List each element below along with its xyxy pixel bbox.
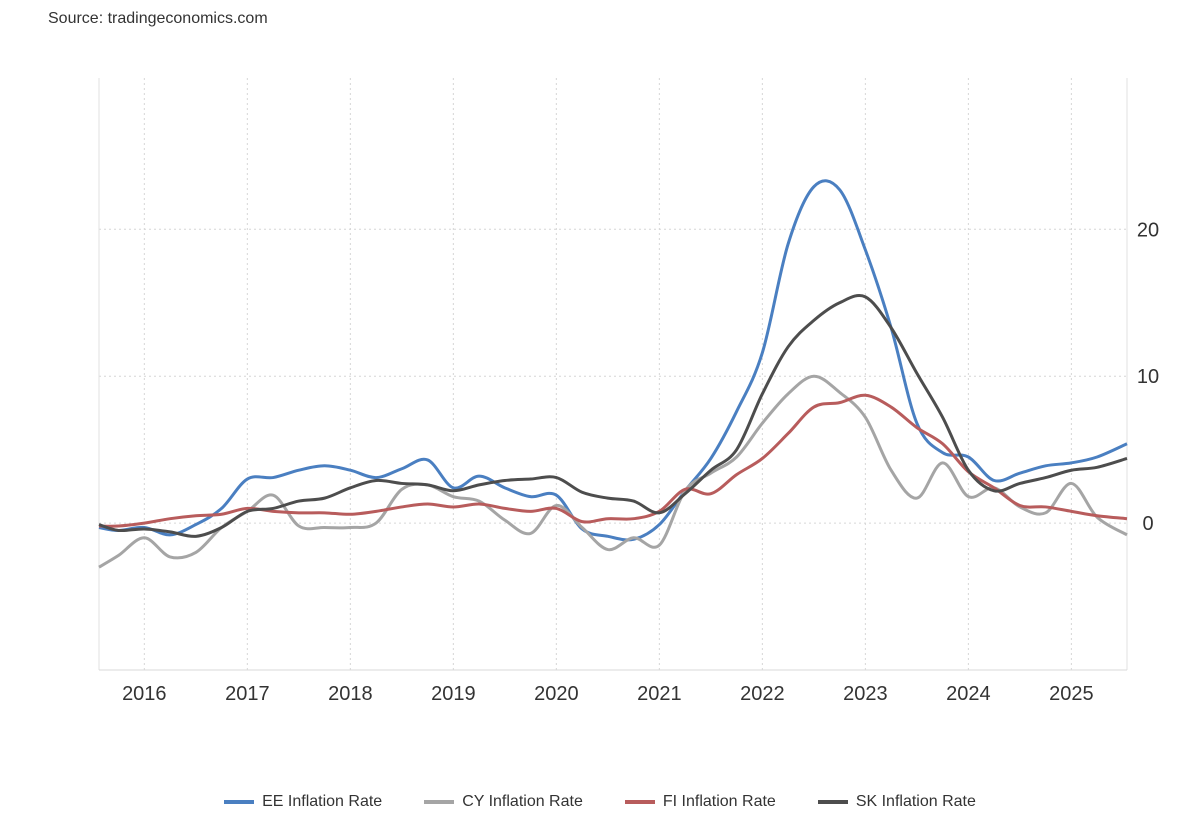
- line-chart: 2016 2017 2018 2019 2020 2021 2022 2023 2024 2025…: [98, 78, 1159, 705]
- legend-swatch: [817, 800, 848, 804]
- legend-swatch: [624, 800, 655, 804]
- series-line-ee: [98, 179, 1128, 542]
- axes: [98, 78, 1128, 671]
- legend-item-ee[interactable]: EE Inflation Rate: [224, 793, 382, 811]
- x-tick-label: 2024: [946, 683, 991, 705]
- series-lines: [98, 179, 1128, 569]
- x-tick-label: 2020: [534, 683, 579, 705]
- legend-swatch: [424, 800, 455, 804]
- legend: EE Inflation Rate CY Inflation Rate FI Inf…: [0, 793, 1200, 811]
- x-tick-label: 2021: [637, 683, 682, 705]
- x-tick-label: 2019: [431, 683, 476, 705]
- y-tick-label: 10: [1137, 366, 1159, 388]
- series-line-cy: [98, 374, 1128, 569]
- legend-label: SK Inflation Rate: [855, 793, 976, 810]
- y-tick-labels: 0 10 20: [1137, 219, 1159, 535]
- x-tick-label: 2022: [740, 683, 785, 705]
- series-line-sk: [98, 293, 1128, 538]
- source-label: Source: tradingeconomics.com: [48, 10, 268, 27]
- legend-swatch: [224, 800, 255, 804]
- legend-label: EE Inflation Rate: [262, 793, 383, 810]
- x-tick-label: 2018: [328, 683, 373, 705]
- y-tick-label: 20: [1137, 219, 1159, 241]
- legend-item-sk[interactable]: SK Inflation Rate: [817, 793, 976, 811]
- x-tick-labels: 2016 2017 2018 2019 2020 2021 2022 2023 2024 2025: [122, 683, 1094, 705]
- legend-label: CY Inflation Rate: [462, 793, 583, 810]
- legend-label: FI Inflation Rate: [662, 793, 776, 810]
- x-tick-label: 2016: [122, 683, 167, 705]
- x-tick-label: 2025: [1049, 683, 1094, 705]
- x-tick-label: 2017: [225, 683, 270, 705]
- grid: [99, 78, 1127, 670]
- y-tick-label: 0: [1142, 513, 1153, 535]
- legend-item-cy[interactable]: CY Inflation Rate: [424, 793, 583, 811]
- legend-item-fi[interactable]: FI Inflation Rate: [624, 793, 776, 811]
- x-tick-label: 2023: [843, 683, 888, 705]
